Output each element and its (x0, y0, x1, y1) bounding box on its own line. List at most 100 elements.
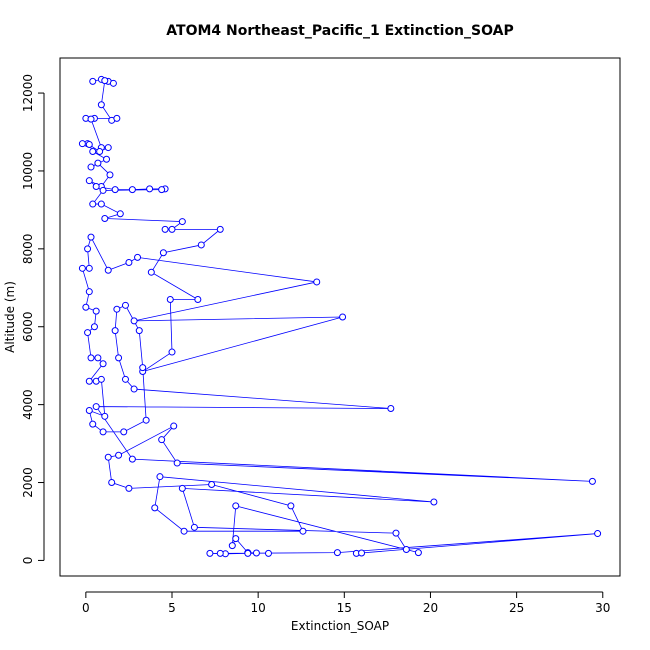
data-point (120, 428, 128, 436)
data-point (313, 278, 321, 286)
data-point (96, 147, 104, 155)
data-point (101, 214, 109, 222)
x-tick-label: 20 (423, 601, 438, 615)
x-tick-label: 5 (168, 601, 176, 615)
data-point (94, 354, 102, 362)
data-point (101, 412, 109, 420)
y-tick-label: 0 (21, 557, 35, 565)
data-point (232, 535, 240, 543)
data-point (104, 266, 112, 274)
data-point (147, 268, 155, 276)
data-point (588, 477, 596, 485)
data-point (87, 115, 95, 123)
y-tick-label: 10000 (21, 152, 35, 190)
data-point (216, 225, 224, 233)
data-point (151, 504, 159, 512)
data-point (287, 502, 295, 510)
data-point (99, 360, 107, 368)
data-point (197, 241, 205, 249)
data-line (81, 79, 598, 555)
data-point (414, 549, 422, 557)
data-point (84, 329, 92, 337)
data-point (333, 549, 341, 557)
chart-title: ATOM4 Northeast_Pacific_1 Extinction_SOA… (166, 23, 513, 39)
data-point (146, 185, 154, 193)
data-point (125, 484, 133, 492)
data-point (84, 245, 92, 253)
data-point (168, 348, 176, 356)
data-point (180, 527, 188, 535)
data-point (99, 186, 107, 194)
data-point (173, 459, 181, 467)
data-point (228, 542, 236, 550)
data-point (89, 147, 97, 155)
data-point (299, 527, 307, 535)
data-point (101, 77, 109, 85)
y-tick-label: 4000 (21, 389, 35, 420)
data-point (170, 422, 178, 430)
data-point (87, 233, 95, 241)
y-tick-label: 12000 (21, 74, 35, 112)
data-point (108, 479, 116, 487)
data-point (82, 303, 90, 311)
data-point (97, 200, 105, 208)
y-tick-label: 8000 (21, 234, 35, 265)
data-point (92, 403, 100, 411)
data-point (87, 163, 95, 171)
y-axis-label: Altitude (m) (3, 281, 17, 353)
data-point (158, 436, 166, 444)
data-point (85, 406, 93, 414)
y-tick-label: 2000 (21, 467, 35, 498)
data-point (104, 144, 112, 152)
data-point (97, 101, 105, 109)
data-point (89, 420, 97, 428)
data-point (94, 159, 102, 167)
data-point (97, 375, 105, 383)
data-point (194, 295, 202, 303)
data-point (128, 186, 136, 194)
data-point (109, 79, 117, 87)
data-point (166, 295, 174, 303)
data-point (156, 473, 164, 481)
data-point (264, 549, 272, 557)
data-point (130, 385, 138, 393)
data-point (111, 186, 119, 194)
x-axis-label: Extinction_SOAP (291, 619, 389, 633)
data-point (106, 171, 114, 179)
data-point (208, 480, 216, 488)
data-point (244, 549, 252, 557)
data-point (121, 375, 129, 383)
x-tick-label: 30 (595, 601, 610, 615)
data-point (128, 455, 136, 463)
data-point (135, 327, 143, 335)
data-point (85, 177, 93, 185)
data-point (358, 549, 366, 557)
data-point (392, 529, 400, 537)
data-point (92, 307, 100, 315)
data-point (178, 484, 186, 492)
data-point (113, 114, 121, 122)
data-point (99, 428, 107, 436)
data-point (594, 530, 602, 538)
data-point (85, 377, 93, 385)
x-tick-label: 10 (251, 601, 266, 615)
data-point (161, 225, 169, 233)
data-point (89, 77, 97, 85)
data-point (142, 416, 150, 424)
data-point (402, 546, 410, 554)
data-point (134, 253, 142, 261)
data-point (92, 183, 100, 191)
data-point (113, 305, 121, 313)
data-point (115, 354, 123, 362)
data-point (206, 549, 214, 557)
data-point (103, 155, 111, 163)
data-point (78, 264, 86, 272)
data-point (387, 405, 395, 413)
data-point (111, 327, 119, 335)
data-point (190, 523, 198, 531)
data-point (139, 364, 147, 372)
y-tick-label: 6000 (21, 311, 35, 342)
data-point (116, 210, 124, 218)
